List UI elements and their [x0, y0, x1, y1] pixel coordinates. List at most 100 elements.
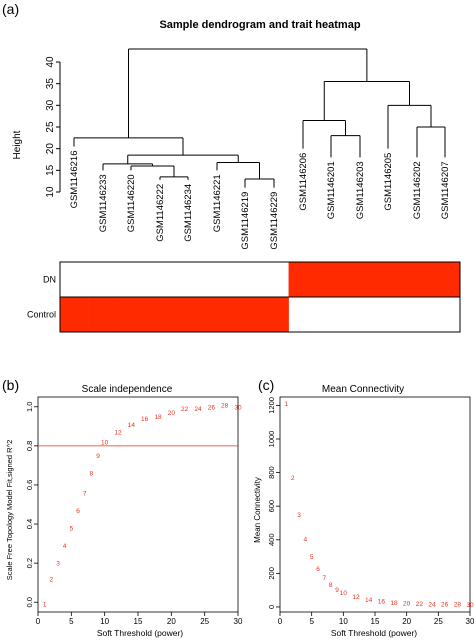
plotB-frame: [37, 396, 239, 613]
plotB-point: 20: [168, 410, 176, 417]
plotB-point: 4: [63, 543, 67, 550]
plotC-point: 26: [441, 601, 449, 608]
dendrogram-leaf-label: GSM1146233: [98, 174, 109, 232]
plotC-point: 9: [335, 587, 339, 594]
heatmap-row-border: [59, 296, 461, 333]
plotC-point: 7: [323, 575, 327, 582]
plotB-point: 24: [194, 406, 202, 413]
dendrogram-leaf-label: GSM1146221: [212, 174, 223, 232]
panel-label-a: (a): [2, 1, 19, 17]
dendrogram-panel: Sample dendrogram and trait heatmap Heig…: [12, 19, 461, 333]
dendrogram-leaf-label: GSM1146216: [69, 151, 80, 209]
plotC-y-tick-label: 1200: [267, 397, 276, 414]
scale-independence-ylabel: Scale Free Topology Model Fit,signed R^2: [5, 440, 14, 581]
heatmap-cell: [88, 297, 118, 332]
plotB-point: 30: [234, 404, 242, 411]
trait-heatmap: DN Control: [27, 261, 461, 333]
mean-connectivity-title: Mean Connectivity: [322, 384, 404, 395]
dendrogram-leaf-label: GSM1146205: [383, 153, 394, 211]
plotB-x-tick-label: 10: [100, 617, 109, 626]
plotB-point: 18: [154, 414, 162, 421]
heatmap-cell: [345, 262, 375, 297]
plotC-point: 20: [403, 600, 411, 607]
dendrogram-y-tick-label: 40: [45, 56, 56, 68]
plotC-point: 10: [340, 590, 348, 597]
heatmap-cell: [117, 297, 147, 332]
plotC-point: 2: [291, 475, 295, 482]
plotC-point: 12: [352, 594, 360, 601]
plotC-point: 18: [390, 600, 398, 607]
scale-independence-plot: 0 5 10 15 20 25 300.00.20.40.60.81.01234567891…: [25, 396, 243, 626]
plotB-point: 9: [96, 453, 100, 460]
plotB-y-tick-label: 0.0: [25, 597, 34, 607]
heatmap-cell: [288, 262, 318, 297]
dendrogram-y-tick-label: 30: [45, 99, 56, 111]
plotC-x-tick-label: 10: [339, 617, 348, 626]
plotC-x-tick-label: 15: [371, 617, 380, 626]
heatmap-cell: [174, 297, 204, 332]
heatmap-cell: [60, 297, 89, 332]
plotB-x-tick-label: 15: [134, 617, 143, 626]
plotC-y-tick-label: 1000: [267, 431, 276, 448]
plotB-point: 5: [70, 525, 74, 532]
plotB-x-tick-label: 30: [234, 617, 243, 626]
dendrogram-y-tick-label: 25: [45, 121, 56, 133]
mean-connectivity-panel: Mean Connectivity Mean Connectivity Soft…: [253, 384, 474, 638]
plotB-point: 16: [141, 416, 149, 423]
dendrogram-leaf-label: GSM1146202: [412, 161, 423, 219]
dendrogram-leaf-label: GSM1146203: [355, 161, 366, 219]
plotB-x-tick-label: 25: [200, 617, 209, 626]
dendrogram-y-tick-label: 15: [45, 164, 56, 176]
mean-connectivity-ylabel: Mean Connectivity: [253, 477, 262, 543]
dendrogram-leaf-label: GSM1146234: [183, 184, 194, 242]
mean-connectivity-xlabel: Soft Threshold (power): [331, 628, 417, 638]
plotC-frame: [279, 396, 471, 613]
plotB-point: 26: [208, 404, 216, 411]
heatmap-cell: [145, 297, 175, 332]
dendrogram-y-tick-label: 10: [45, 186, 56, 198]
dendrogram-leaf-label: GSM1146229: [269, 192, 280, 250]
plotB-point: 6: [76, 508, 80, 515]
heatmap-cell: [231, 297, 261, 332]
plotB-x-tick-label: 20: [167, 617, 176, 626]
dendrogram-leaf-label: GSM1146222: [155, 184, 166, 242]
plotB-y-tick-label: 0.8: [25, 441, 34, 451]
plotC-x-tick-label: 0: [278, 617, 283, 626]
plotC-point: 4: [304, 536, 308, 543]
plotB-x-tick-label: 5: [69, 617, 74, 626]
heatmap-cell: [402, 262, 432, 297]
plotB-y-tick-label: 0.4: [25, 519, 34, 529]
plotC-y-tick-label: 200: [267, 567, 276, 580]
dendrogram-leaf-label: GSM1146206: [298, 153, 309, 211]
plotC-point: 16: [378, 599, 386, 606]
heatmap-cell: [431, 262, 461, 297]
heatmap-cell: [260, 297, 289, 332]
dendrogram-leaf-label: GSM1146219: [240, 192, 251, 250]
heatmap-cell: [374, 262, 404, 297]
dendrogram-ylabel: Height: [12, 130, 23, 159]
plotC-point: 5: [310, 554, 314, 561]
plotB-point: 10: [101, 439, 109, 446]
plotB-point: 22: [181, 406, 189, 413]
dendrogram-leaf-label: GSM1146201: [326, 161, 337, 219]
plotC-x-tick-label: 25: [434, 617, 443, 626]
plotC-point: 22: [416, 601, 424, 608]
dendrogram-tree: [73, 48, 446, 188]
plotC-point: 24: [428, 601, 436, 608]
plotB-y-tick-label: 0.2: [25, 558, 34, 568]
scale-independence-panel: Scale independence Scale Free Topology M…: [5, 384, 243, 638]
plotB-point: 8: [90, 471, 94, 478]
plotB-point: 12: [114, 430, 122, 437]
dendrogram-y-tick-label: 35: [45, 78, 56, 90]
plotC-point: 6: [316, 566, 320, 573]
plotC-x-tick-label: 30: [466, 617, 474, 626]
plotC-point: 14: [365, 597, 373, 604]
scale-independence-xlabel: Soft Threshold (power): [97, 628, 183, 638]
plotC-point: 1: [285, 401, 289, 408]
plotC-x-tick-label: 20: [402, 617, 411, 626]
dendrogram-title: Sample dendrogram and trait heatmap: [159, 19, 360, 31]
panel-label-c: (c): [258, 377, 274, 393]
plotB-point: 2: [50, 576, 54, 583]
plotC-point: 28: [454, 602, 462, 609]
